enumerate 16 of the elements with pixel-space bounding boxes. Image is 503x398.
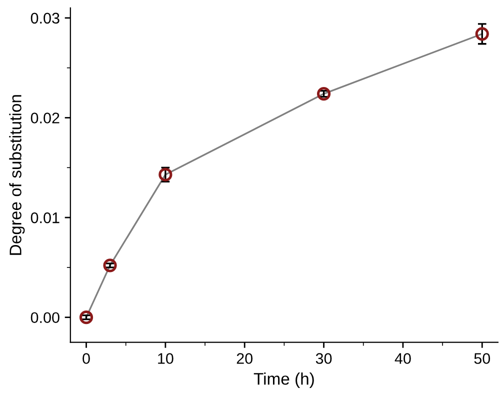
x-tick-label: 10 bbox=[158, 353, 174, 364]
x-tick-label: 20 bbox=[236, 353, 253, 364]
y-tick-label: 0.02 bbox=[30, 112, 60, 124]
point bbox=[79, 310, 94, 324]
y-axis-title: Degree of substitution bbox=[9, 95, 25, 255]
point bbox=[103, 258, 117, 272]
point bbox=[316, 86, 331, 101]
x-tick-label: 30 bbox=[316, 353, 332, 364]
y-tick-label: 0.03 bbox=[30, 12, 60, 24]
x-tick-label: 0 bbox=[82, 353, 90, 364]
x-tick-label: 50 bbox=[474, 353, 490, 364]
x-axis-title: Time (h) bbox=[254, 372, 314, 388]
point bbox=[475, 27, 489, 41]
y-tick-label: 0.01 bbox=[30, 212, 60, 224]
x-tick-label: 40 bbox=[394, 353, 411, 364]
y-tick-label: 0.00 bbox=[30, 312, 60, 324]
